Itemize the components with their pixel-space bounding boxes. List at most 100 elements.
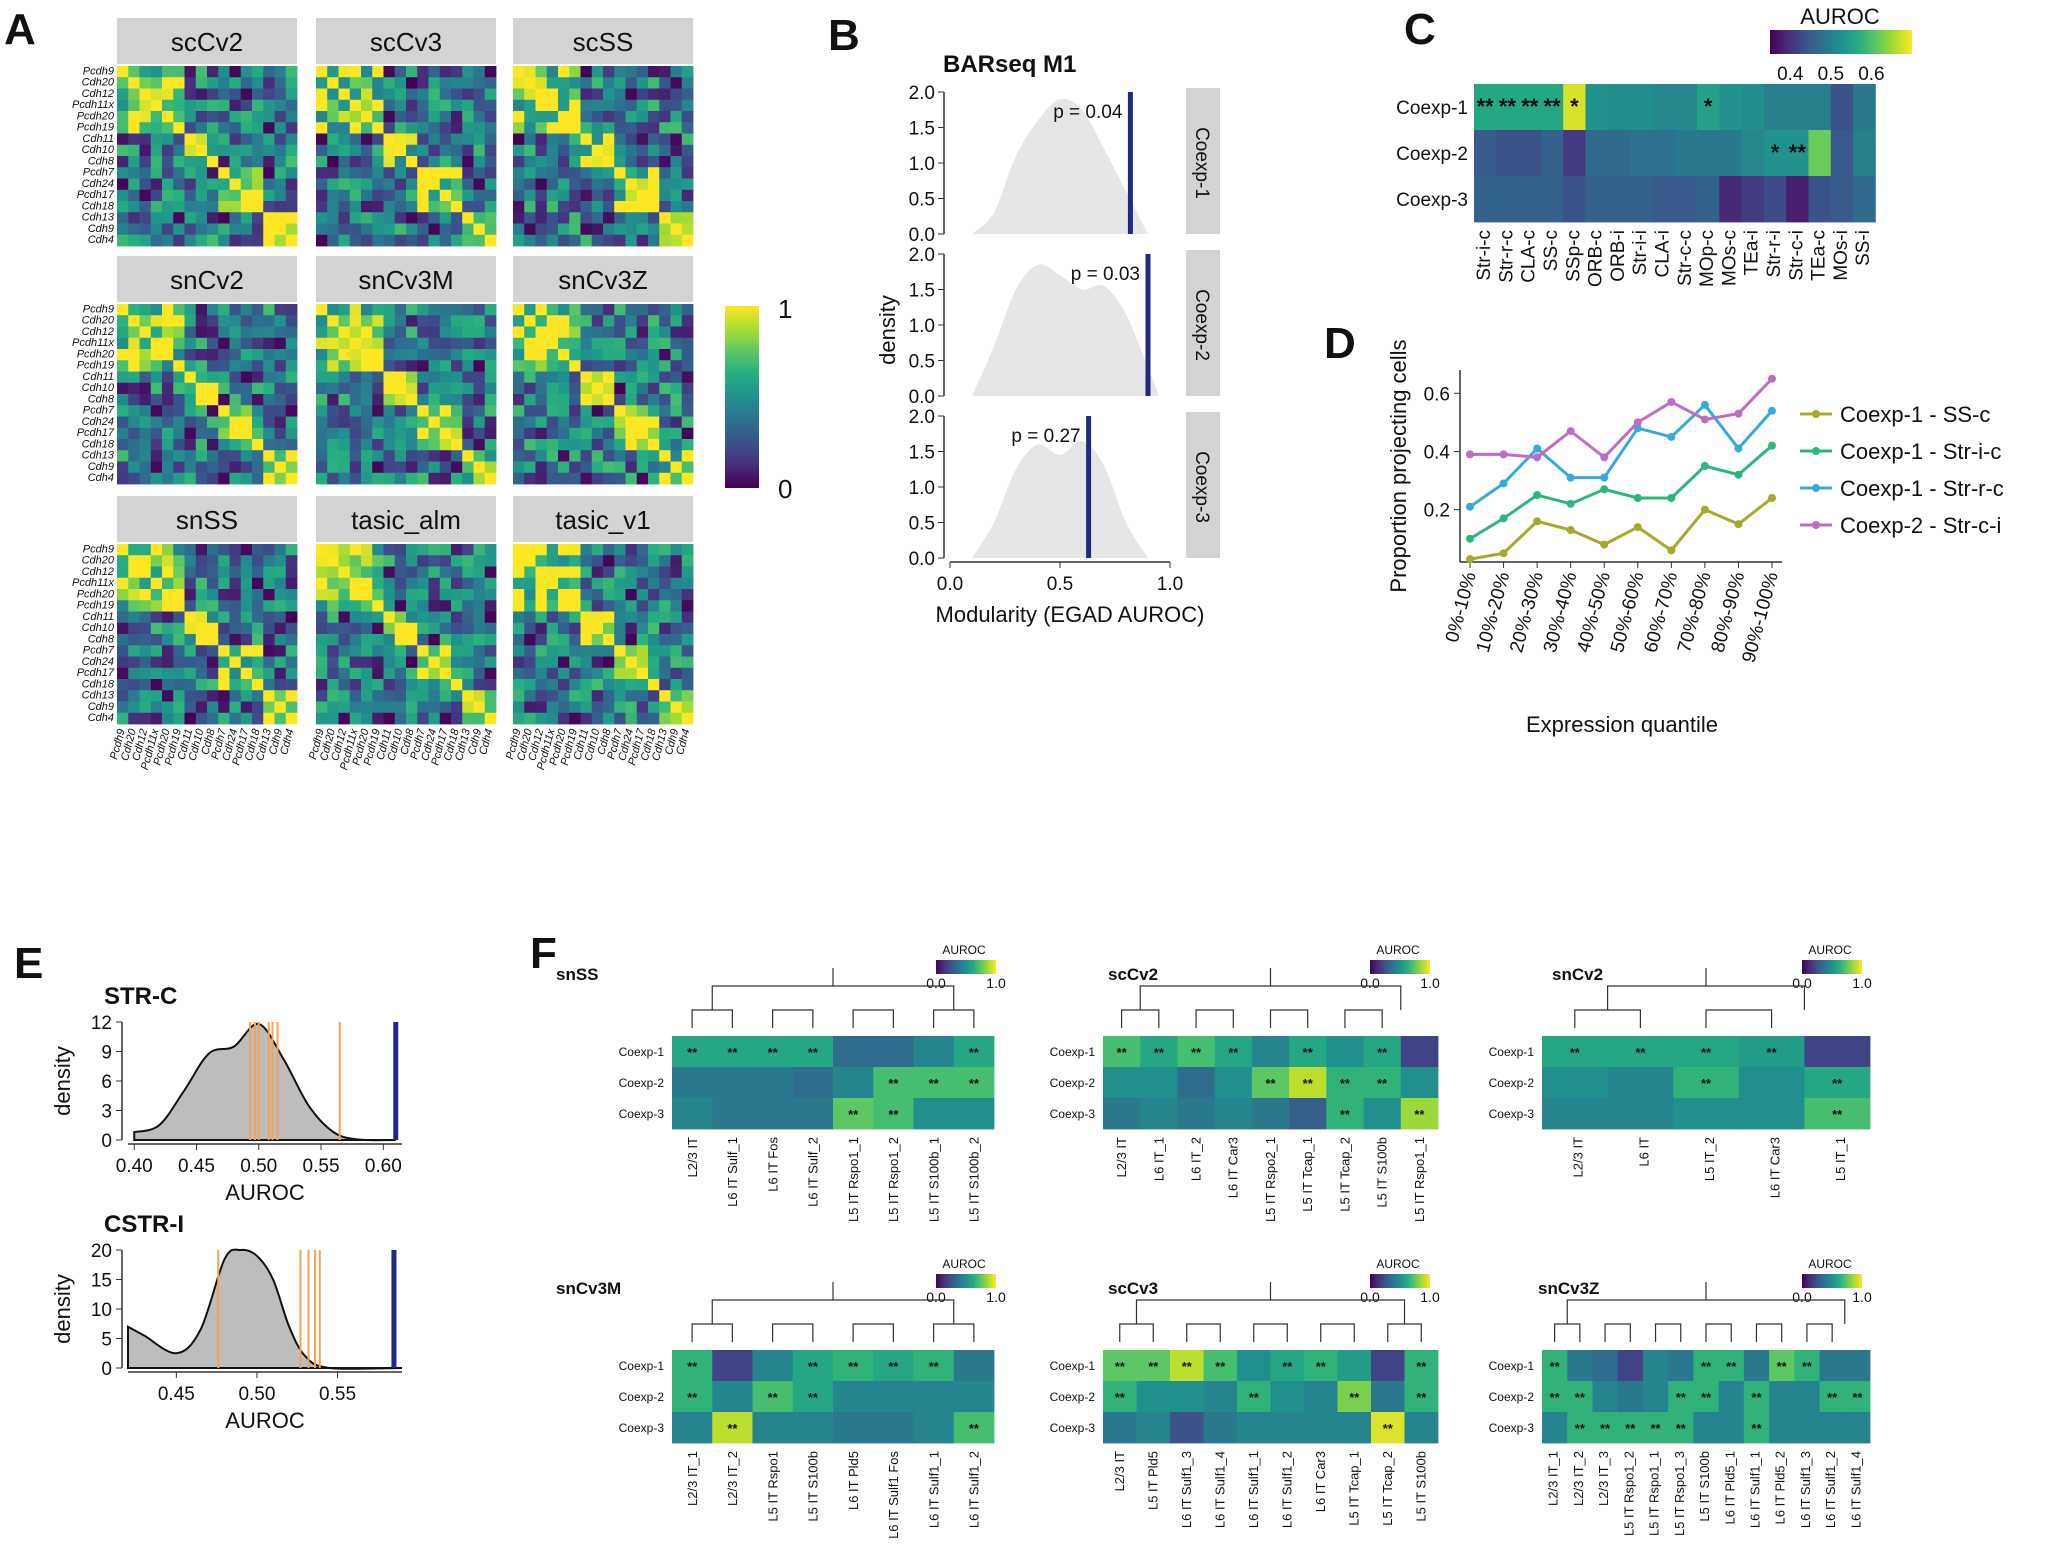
col-label: L6 IT Car3 — [1226, 1137, 1241, 1198]
heatmap-cell — [240, 133, 253, 146]
heatmap-cell — [338, 212, 351, 224]
heatmap-cell — [162, 156, 174, 168]
heatmap-cell — [139, 156, 152, 168]
col-label: L2/3 IT — [1112, 1451, 1127, 1492]
heatmap-cell — [659, 99, 671, 112]
heatmap-cell — [285, 223, 298, 236]
heatmap-cell — [338, 360, 351, 372]
heatmap-cell — [162, 544, 174, 556]
significance-star: ** — [1751, 1421, 1762, 1436]
heatmap-cell — [659, 566, 671, 579]
heatmap-cell — [218, 111, 230, 123]
significance-star: ** — [888, 1076, 899, 1091]
heatmap-cell — [240, 645, 253, 657]
x-tick-label: 0.45 — [158, 1384, 195, 1405]
heatmap-cell — [207, 201, 219, 213]
heatmap-cell — [361, 667, 373, 680]
heatmap-cell — [128, 600, 140, 612]
heatmap-cell — [274, 566, 287, 579]
heatmap-cell — [681, 167, 694, 179]
significance-star: ** — [969, 1421, 980, 1436]
dendrogram-branch — [711, 1299, 955, 1324]
heatmap-cell — [240, 577, 253, 590]
y-tick-label: 1.0 — [909, 154, 935, 175]
heatmap-cell — [338, 394, 351, 406]
heatmap-cell — [591, 701, 604, 714]
col-label: L5 IT Rspo2_1 — [1263, 1137, 1278, 1222]
heatmap-cell — [263, 382, 275, 395]
heatmap-cell — [173, 77, 185, 89]
gene-row-label: Cdh20 — [82, 77, 115, 89]
significance-star: ** — [969, 1045, 980, 1060]
heatmap-cell — [383, 405, 396, 417]
heatmap-cell — [252, 611, 264, 624]
heatmap-cell — [681, 189, 694, 202]
heatmap-cell — [406, 156, 418, 168]
heatmap-cell — [484, 178, 497, 191]
heatmap-cell — [953, 1350, 995, 1382]
heatmap-cell — [648, 371, 660, 384]
heatmap-cell — [681, 701, 694, 714]
gene-row-label: Pcdh11x — [72, 337, 114, 349]
heatmap-cell — [473, 77, 486, 89]
col-label: Str-r-i — [1764, 230, 1785, 277]
heatmap-cell — [274, 66, 287, 78]
dendrogram-branch — [933, 1323, 975, 1342]
heatmap-cell — [473, 645, 486, 657]
facet-strip — [117, 256, 297, 302]
heatmap-cell — [394, 577, 407, 590]
series-point — [1667, 432, 1676, 441]
heatmap-cell — [316, 122, 328, 134]
heatmap-cell — [439, 122, 452, 134]
heatmap-cell — [184, 212, 197, 224]
heatmap-cell — [1542, 1036, 1608, 1068]
heatmap-cell — [625, 416, 638, 429]
heatmap-cell — [591, 337, 604, 350]
heatmap-cell — [648, 234, 660, 247]
heatmap-cell — [372, 472, 384, 485]
heatmap-cell — [263, 212, 275, 224]
heatmap-cell — [625, 439, 638, 451]
heatmap-cell — [524, 555, 536, 567]
heatmap-cell — [752, 1036, 794, 1068]
heatmap-cell — [240, 611, 253, 624]
heatmap-cell — [150, 461, 163, 474]
heatmap-cell — [394, 622, 407, 635]
heatmap-cell — [428, 544, 441, 556]
y-tick-label: 3 — [101, 1102, 112, 1123]
heatmap-cell — [117, 656, 129, 669]
heatmap-cell — [580, 439, 593, 451]
heatmap-cell — [229, 349, 242, 361]
heatmap-cell — [428, 326, 441, 339]
heatmap-cell — [636, 394, 649, 406]
gene-row-label: Pcdh7 — [83, 645, 115, 657]
heatmap-cell — [591, 66, 604, 78]
heatmap-cell — [670, 349, 683, 361]
heatmap-cell — [150, 201, 163, 213]
heatmap-cell — [195, 611, 208, 624]
heatmap-cell — [580, 133, 593, 146]
heatmap-cell — [636, 382, 649, 395]
heatmap-title: snCv3M — [556, 1279, 621, 1298]
heatmap-cell — [338, 405, 351, 417]
heatmap-cell — [417, 712, 429, 725]
heatmap-cell — [591, 201, 604, 213]
heatmap-cell — [614, 111, 626, 123]
heatmap-cell — [285, 167, 298, 179]
x-tick-label: 0.40 — [116, 1156, 153, 1177]
heatmap-cell — [484, 427, 497, 440]
heatmap-cell — [625, 600, 638, 612]
heatmap-cell — [285, 544, 298, 556]
colorbar-tick: 0.0 — [926, 1289, 946, 1305]
heatmap-cell — [207, 360, 219, 372]
heatmap-cell — [524, 634, 536, 646]
heatmap-cell — [173, 122, 185, 134]
heatmap-cell — [439, 99, 452, 112]
heatmap-cell — [580, 611, 593, 624]
heatmap-cell — [535, 360, 548, 372]
heatmap-cell — [218, 234, 230, 247]
heatmap-cell — [229, 382, 242, 395]
heatmap-cell — [591, 382, 604, 395]
heatmap-cell — [513, 223, 525, 236]
heatmap-cell — [648, 450, 660, 462]
